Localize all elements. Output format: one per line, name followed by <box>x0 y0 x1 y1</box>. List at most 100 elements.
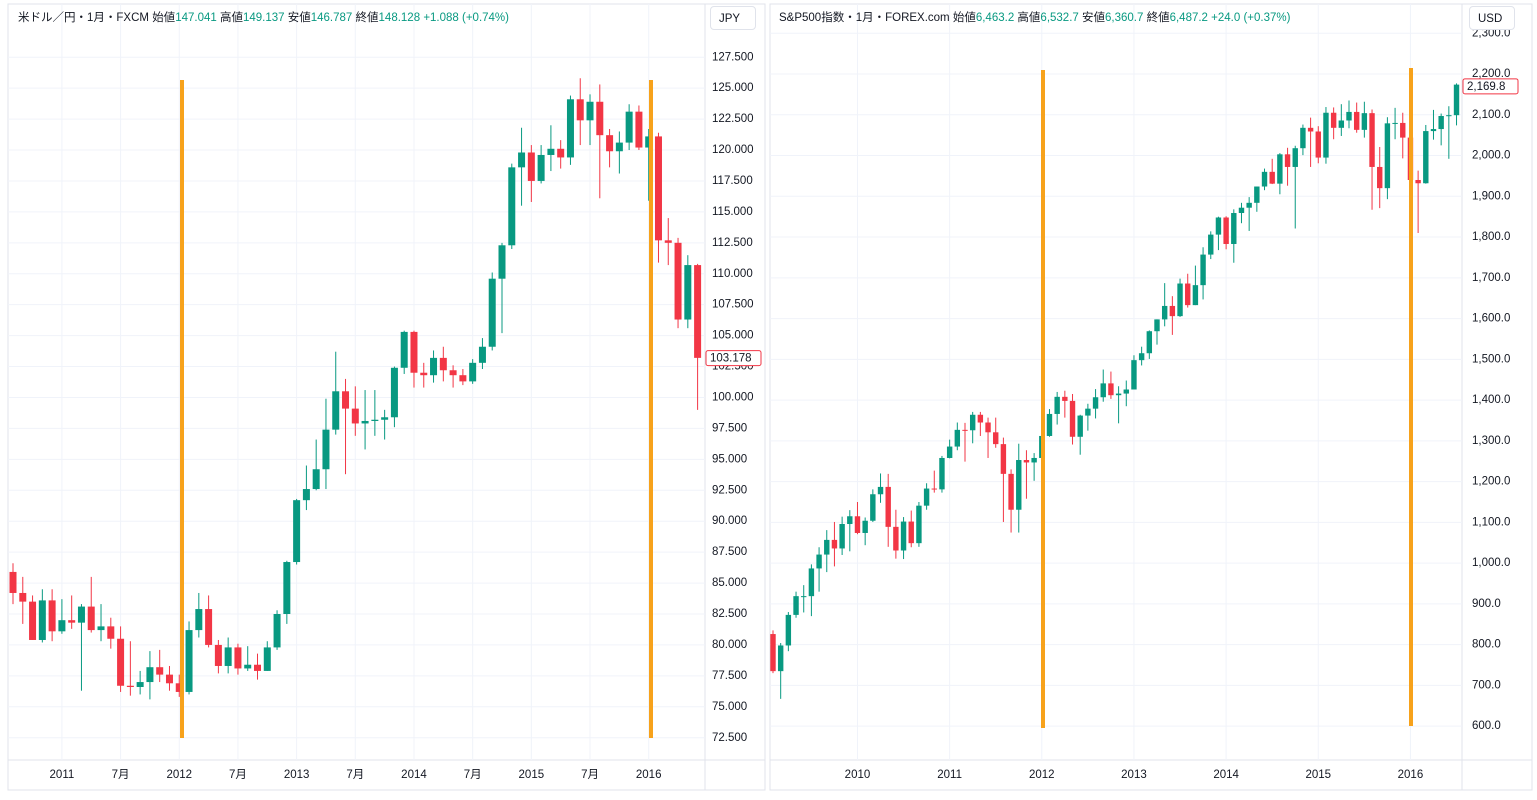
candle-body <box>931 488 937 490</box>
candle-body <box>19 592 27 602</box>
legend-text: 6,360.7 <box>1105 12 1144 24</box>
candle-body <box>146 667 154 683</box>
candle-body <box>107 626 115 639</box>
candle-body <box>824 539 830 555</box>
legend-header: 米ドル／円・1月・FXCM 始値147.041 高値149.137 安値146.… <box>18 9 509 25</box>
candle-body <box>1131 360 1137 390</box>
currency-button[interactable]: USD <box>1469 6 1515 30</box>
candle-body <box>518 152 526 168</box>
y-tick-label: 1,300.0 <box>1472 435 1510 447</box>
chart-right: 2010 2011 2012 2013 2014 2015 2016 600.0 700.0 80… <box>770 4 1519 781</box>
candle-body <box>1377 166 1383 189</box>
candle-body <box>1000 444 1007 474</box>
y-tick-label: 115.000 <box>712 206 753 218</box>
candle-body <box>1208 234 1214 255</box>
candle-body <box>1430 129 1437 132</box>
candle-body <box>165 674 173 684</box>
legend-header: S&P500指数・1月・FOREX.com 始値6,463.2 高値6,532.… <box>779 9 1290 25</box>
candle-body <box>877 486 884 495</box>
y-tick-label: 700.0 <box>1472 679 1501 691</box>
candle-body <box>126 685 134 687</box>
candle-body <box>1277 154 1283 184</box>
candle-body <box>390 367 398 418</box>
candle-body <box>1338 120 1345 128</box>
candle-body <box>586 101 594 121</box>
candle-body <box>977 414 984 423</box>
candle-body <box>770 634 776 672</box>
x-tick-label: 7月 <box>229 769 247 781</box>
candle-body <box>847 516 853 525</box>
candle-body <box>1123 389 1129 394</box>
y-tick-label: 127.500 <box>712 51 754 63</box>
y-tick-label: 90.000 <box>712 515 747 527</box>
candle-body <box>1254 186 1260 203</box>
candle-body <box>1400 122 1406 138</box>
candle-body <box>862 520 868 533</box>
candle-body <box>1085 408 1091 416</box>
x-tick-label: 7月 <box>464 769 482 781</box>
legend-label: 安値 <box>287 12 311 24</box>
y-tick-label: 85.000 <box>712 577 747 589</box>
candle-body <box>777 645 784 672</box>
x-tick-label: 7月 <box>112 769 130 781</box>
candle-body <box>459 375 467 382</box>
candle-body <box>302 489 310 501</box>
y-tick-label: 117.500 <box>712 175 753 187</box>
candle-body <box>488 278 496 347</box>
candle-body <box>175 683 183 692</box>
candle-body <box>1161 305 1168 320</box>
x-tick-label: 2014 <box>1213 769 1239 781</box>
candle-body <box>498 245 506 279</box>
y-tick-label: 125.000 <box>712 82 754 94</box>
candle-body <box>1238 207 1245 214</box>
x-tick-label: 2011 <box>937 769 962 781</box>
candle-body <box>371 419 379 421</box>
candle-body <box>283 562 291 614</box>
candle-body <box>1231 213 1237 244</box>
y-tick-label: 1,000.0 <box>1472 557 1510 569</box>
candle-body <box>322 429 330 470</box>
candle-body <box>615 142 623 152</box>
y-tick-label: 900.0 <box>1472 598 1501 610</box>
legend-text: S&P500指数・1月・FOREX.com <box>779 12 950 24</box>
candle-body <box>420 372 428 376</box>
candle-body <box>234 647 242 669</box>
x-tick-label: 2014 <box>401 769 427 781</box>
candle-body <box>68 620 76 623</box>
candle-body <box>58 620 66 632</box>
y-tick-label: 600.0 <box>1472 720 1501 732</box>
candle-body <box>664 240 672 243</box>
candle-body <box>885 486 891 527</box>
candle-body <box>785 614 792 646</box>
y-tick-label: 2,100.0 <box>1472 109 1510 121</box>
candle-body <box>1177 283 1183 317</box>
legend-label: 安値 <box>1082 12 1105 24</box>
y-tick-label: 77.500 <box>712 670 747 682</box>
currency-button[interactable]: JPY <box>710 6 756 30</box>
candle-body <box>1031 457 1037 463</box>
y-tick-label: 97.500 <box>712 422 747 434</box>
candle-body <box>1361 113 1368 130</box>
candle-body <box>195 609 203 631</box>
x-tick-label: 2012 <box>1029 769 1055 781</box>
candle-body <box>478 346 486 363</box>
y-tick-label: 105.000 <box>712 330 754 342</box>
candle-body <box>1315 131 1321 158</box>
candle-body <box>224 647 232 666</box>
candle-body <box>1446 115 1452 117</box>
y-tick-label: 75.000 <box>712 701 747 713</box>
candle-body <box>332 391 340 430</box>
x-tick-label: 2016 <box>636 769 662 781</box>
legend-label: 始値 <box>152 12 176 24</box>
x-tick-label: 2013 <box>284 769 310 781</box>
candle-body <box>351 408 359 424</box>
candle-body <box>916 505 922 544</box>
legend-text: 6,532.7 <box>1040 12 1079 24</box>
candle-body <box>1415 179 1421 184</box>
candle-body <box>9 571 17 593</box>
candle-body <box>1330 112 1337 128</box>
y-tick-label: 1,100.0 <box>1472 516 1510 528</box>
candle-body <box>342 391 350 409</box>
candle-body <box>361 420 369 424</box>
y-tick-label: 1,600.0 <box>1472 313 1510 325</box>
